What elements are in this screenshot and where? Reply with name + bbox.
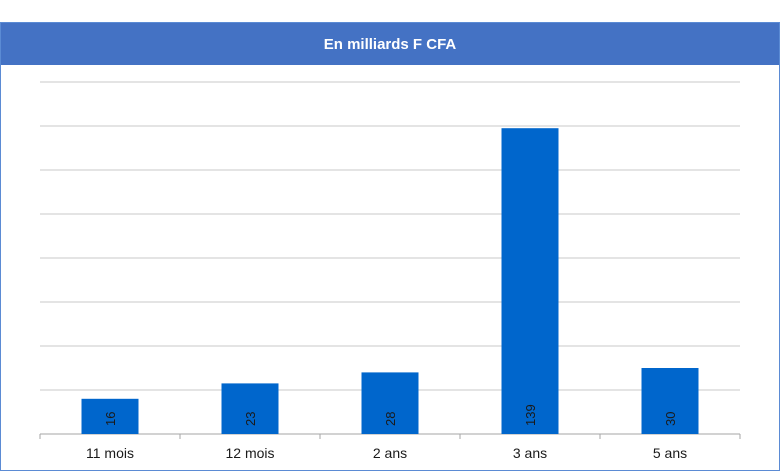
x-tick-label: 11 mois xyxy=(86,445,134,461)
x-tick-label: 5 ans xyxy=(653,445,687,461)
chart-title: En milliards F CFA xyxy=(1,23,779,65)
data-label: 23 xyxy=(243,412,258,426)
x-tick-label: 3 ans xyxy=(513,445,547,461)
top-strip xyxy=(0,0,780,22)
bar-12-mois xyxy=(221,383,279,434)
x-tick-label: 2 ans xyxy=(373,445,407,461)
bar-3-ans xyxy=(501,128,559,434)
data-label: 139 xyxy=(523,404,538,426)
data-label: 30 xyxy=(663,412,678,426)
bar-5-ans xyxy=(641,368,699,434)
data-label: 16 xyxy=(103,412,118,426)
bar-11-mois xyxy=(81,398,139,434)
data-label: 28 xyxy=(383,412,398,426)
x-tick-label: 12 mois xyxy=(225,445,274,461)
bar-2-ans xyxy=(361,372,419,434)
